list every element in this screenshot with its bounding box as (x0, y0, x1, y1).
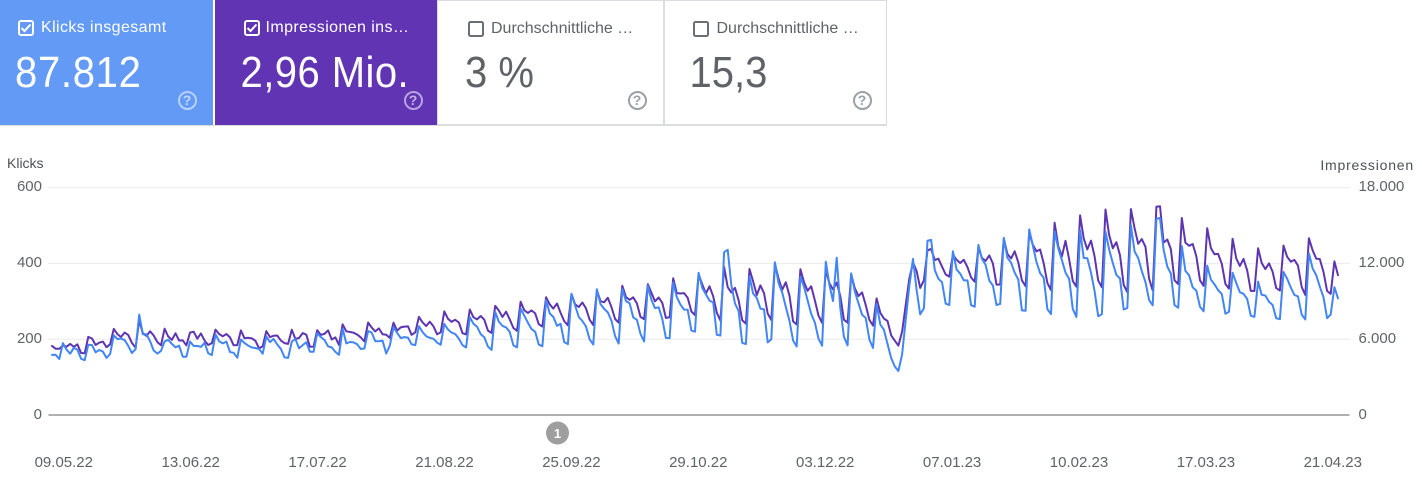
svg-text:1: 1 (554, 426, 561, 441)
